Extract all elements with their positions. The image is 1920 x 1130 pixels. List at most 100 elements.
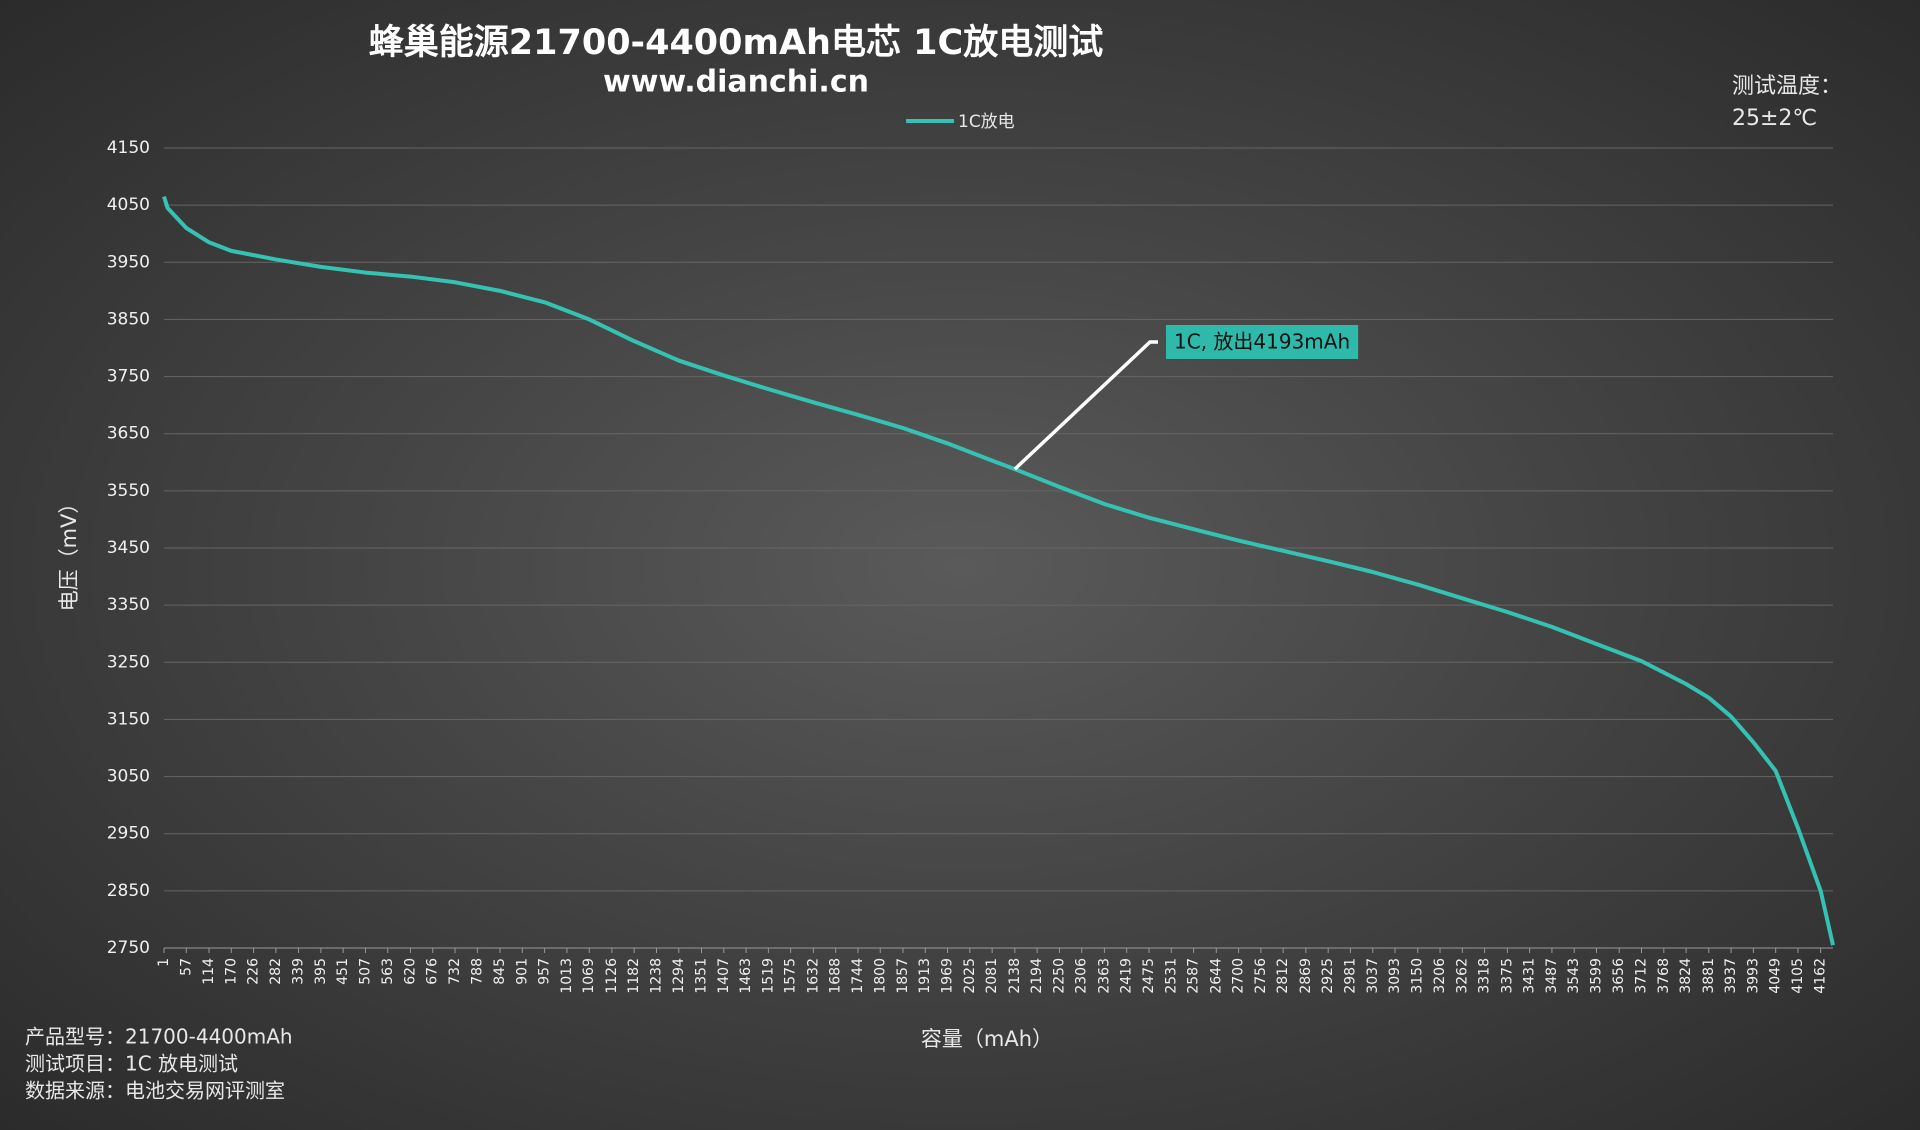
x-tick-label: 2363 — [1096, 958, 1112, 994]
x-tick-label: 2194 — [1029, 958, 1045, 994]
annotation-box — [1166, 325, 1359, 359]
x-tick-label: 1800 — [872, 958, 888, 994]
footer-line: 测试项目：1C 放电测试 — [25, 1052, 238, 1076]
x-tick-label: 1238 — [648, 958, 664, 994]
y-tick-label: 3450 — [107, 538, 150, 558]
x-tick-label: 3937 — [1723, 958, 1739, 994]
x-tick-label: 507 — [357, 958, 373, 985]
legend-label: 1C放电 — [958, 112, 1015, 132]
x-tick-label: 339 — [291, 958, 307, 985]
x-tick-label: 1575 — [783, 958, 799, 994]
x-tick-label: 3824 — [1678, 958, 1694, 994]
x-tick-label: 395 — [313, 958, 329, 985]
x-tick-label: 1069 — [581, 958, 597, 994]
x-tick-label: 2812 — [1275, 958, 1291, 994]
x-tick-label: 563 — [380, 958, 396, 985]
note: 测试温度： — [1732, 74, 1842, 99]
y-tick-label: 3350 — [107, 595, 150, 615]
y-tick-label: 3650 — [107, 424, 150, 444]
x-tick-label: 2250 — [1051, 958, 1067, 994]
x-tick-label: 3543 — [1566, 958, 1582, 994]
x-tick-label: 2981 — [1342, 958, 1358, 994]
x-tick-label: 1913 — [917, 958, 933, 994]
x-tick-label: 282 — [268, 958, 284, 985]
y-tick-label: 2850 — [107, 881, 150, 901]
y-tick-label: 3050 — [107, 767, 150, 787]
x-tick-label: 1857 — [895, 958, 911, 994]
x-tick-label: 4049 — [1768, 958, 1784, 994]
y-axis-label: 电压（mV） — [57, 493, 81, 612]
x-tick-label: 4162 — [1813, 958, 1829, 994]
x-tick-label: 2869 — [1298, 958, 1314, 994]
x-tick-label: 3318 — [1477, 958, 1493, 994]
x-tick-label: 2306 — [1074, 958, 1090, 994]
x-tick-label: 3712 — [1633, 958, 1649, 994]
x-tick-label: 2081 — [984, 958, 1000, 994]
x-tick-label: 3206 — [1432, 958, 1448, 994]
x-tick-label: 226 — [246, 958, 262, 985]
x-tick-label: 620 — [402, 958, 418, 985]
chart-subtitle: www.dianchi.cn — [603, 65, 869, 100]
y-tick-label: 3950 — [107, 252, 150, 272]
x-tick-label: 3993 — [1745, 958, 1761, 994]
annotation-leader — [1013, 340, 1158, 471]
x-tick-label: 2025 — [962, 958, 978, 994]
x-tick-label: 3431 — [1522, 958, 1538, 994]
x-tick-label: 114 — [201, 958, 217, 985]
y-tick-label: 2750 — [107, 938, 150, 958]
x-tick-label: 1126 — [604, 958, 620, 994]
x-tick-label: 2756 — [1253, 958, 1269, 994]
x-tick-label: 1182 — [626, 958, 642, 994]
x-tick-label: 3375 — [1499, 958, 1515, 994]
x-tick-label: 3093 — [1387, 958, 1403, 994]
x-tick-label: 2587 — [1186, 958, 1202, 994]
x-tick-label: 1013 — [559, 958, 575, 994]
note: 25±2℃ — [1732, 106, 1817, 131]
x-tick-label: 3150 — [1410, 958, 1426, 994]
x-axis-label: 容量（mAh） — [921, 1027, 1053, 1051]
x-tick-label: 1632 — [805, 958, 821, 994]
x-tick-label: 1519 — [760, 958, 776, 994]
y-tick-label: 3250 — [107, 652, 150, 672]
x-tick-label: 2644 — [1208, 958, 1224, 994]
x-tick-label: 2419 — [1119, 958, 1135, 994]
x-tick-label: 3262 — [1454, 958, 1470, 994]
x-tick-label: 2475 — [1141, 958, 1157, 994]
x-tick-label: 1407 — [716, 958, 732, 994]
footer-line: 数据来源：电池交易网评测室 — [25, 1079, 285, 1103]
x-tick-label: 2925 — [1320, 958, 1336, 994]
line — [162, 195, 1835, 946]
x-tick-label: 732 — [447, 958, 463, 985]
x-tick-label: 3881 — [1701, 958, 1717, 994]
x-tick-label: 3487 — [1544, 958, 1560, 994]
footer-line: 产品型号：21700-4400mAh — [25, 1025, 293, 1049]
x-tick-label: 3768 — [1656, 958, 1672, 994]
y-tick-label: 3550 — [107, 481, 150, 501]
x-tick-label: 1294 — [671, 958, 687, 994]
y-tick-label: 2950 — [107, 824, 150, 844]
x-tick-label: 3599 — [1589, 958, 1605, 994]
x-tick-label: 4105 — [1790, 958, 1806, 994]
y-tick-label: 3750 — [107, 367, 150, 387]
x-tick-label: 1969 — [940, 958, 956, 994]
chart-title: 蜂巢能源21700-4400mAh电芯 1C放电测试 — [369, 23, 1103, 63]
x-tick-label: 1 — [156, 958, 172, 967]
x-tick-label: 1463 — [738, 958, 754, 994]
y-tick-label: 4050 — [107, 195, 150, 215]
x-tick-label: 901 — [514, 958, 530, 985]
x-tick-label: 957 — [537, 958, 553, 985]
x-tick-label: 845 — [492, 958, 508, 985]
x-tick-label: 676 — [425, 958, 441, 985]
x-tick-label: 1688 — [828, 958, 844, 994]
x-tick-label: 3037 — [1365, 958, 1381, 994]
x-tick-label: 3656 — [1611, 958, 1627, 994]
x-tick-label: 1744 — [850, 958, 866, 994]
x-tick-label: 2700 — [1231, 958, 1247, 994]
x-tick-label: 2531 — [1163, 958, 1179, 994]
x-tick-label: 1351 — [693, 958, 709, 994]
x-tick-label: 170 — [223, 958, 239, 985]
x-tick-label: 451 — [335, 958, 351, 985]
x-tick-label: 788 — [469, 958, 485, 985]
